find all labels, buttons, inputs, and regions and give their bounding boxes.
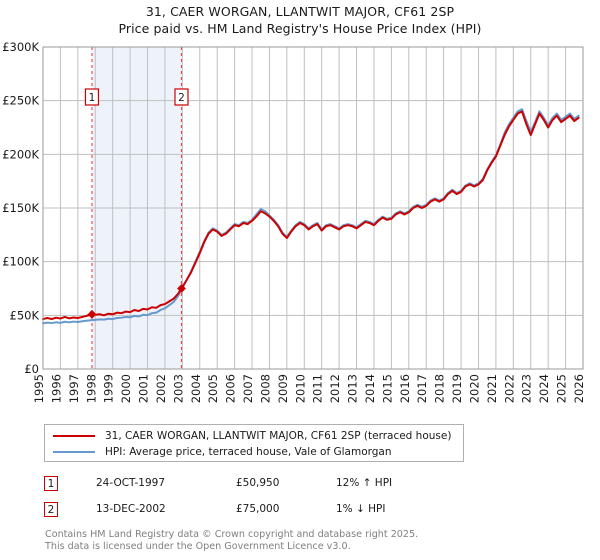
transaction-hpi-delta: 1% ↓ HPI <box>336 503 386 515</box>
transaction-index-badge: 2 <box>44 501 58 517</box>
svg-text:2026: 2026 <box>572 374 586 403</box>
svg-text:2001: 2001 <box>137 374 151 403</box>
footer-line-licence: This data is licensed under the Open Gov… <box>45 540 351 552</box>
svg-text:2010: 2010 <box>293 374 307 403</box>
transaction-index-badge: 1 <box>44 475 58 491</box>
transaction-date: 24-OCT-1997 <box>96 477 165 489</box>
svg-text:2025: 2025 <box>555 374 569 403</box>
svg-text:2000: 2000 <box>119 374 133 403</box>
svg-text:2018: 2018 <box>433 374 447 403</box>
svg-text:1995: 1995 <box>32 374 46 403</box>
svg-text:£150K: £150K <box>2 201 39 215</box>
transaction-price: £50,950 <box>236 477 280 489</box>
svg-text:2005: 2005 <box>206 374 220 403</box>
svg-text:2021: 2021 <box>485 374 499 403</box>
svg-text:2019: 2019 <box>450 374 464 403</box>
chart-title-block: 31, CAER WORGAN, LLANTWIT MAJOR, CF61 2S… <box>0 3 600 37</box>
x-axis-tick-labels: 1995 1996 1997 1998 1999 2000 2001 2002 2003 2004… <box>32 374 586 403</box>
price-history-chart: £0 £50K £100K £150K £200K £250K £300K 1995 1996… <box>2 40 586 403</box>
svg-text:2022: 2022 <box>502 374 516 403</box>
chart-axes <box>42 46 584 370</box>
svg-text:£200K: £200K <box>2 147 39 161</box>
svg-text:2: 2 <box>178 92 185 104</box>
chart-canvas: £0 £50K £100K £150K £200K £250K £300K 1995 1996… <box>2 40 586 403</box>
svg-text:2014: 2014 <box>363 374 377 403</box>
svg-text:1: 1 <box>89 92 96 104</box>
svg-text:2012: 2012 <box>328 374 342 403</box>
svg-text:2002: 2002 <box>154 374 168 403</box>
legend-item-hpi: HPI: Average price, terraced house, Vale… <box>45 444 463 460</box>
transactions-table: 1 24-OCT-1997 £50,950 12% ↑ HPI 2 13-DEC… <box>44 470 474 522</box>
table-row[interactable]: 1 24-OCT-1997 £50,950 12% ↑ HPI <box>44 470 474 496</box>
svg-text:£250K: £250K <box>2 94 39 108</box>
svg-text:1997: 1997 <box>67 374 81 403</box>
svg-text:2006: 2006 <box>224 374 238 403</box>
svg-text:2016: 2016 <box>398 374 412 403</box>
svg-text:2013: 2013 <box>346 374 360 403</box>
svg-text:2004: 2004 <box>189 374 203 403</box>
legend-swatch-blue-icon <box>53 451 95 453</box>
y-axis-tick-labels: £0 £50K £100K £150K £200K £250K £300K <box>2 40 39 376</box>
legend-item-property: 31, CAER WORGAN, LLANTWIT MAJOR, CF61 2S… <box>45 428 463 444</box>
page-subtitle: Price paid vs. HM Land Registry's House … <box>118 21 482 36</box>
legend-swatch-red-icon <box>53 435 95 437</box>
transaction-date: 13-DEC-2002 <box>96 503 166 515</box>
transaction-price: £75,000 <box>236 503 280 515</box>
svg-text:2015: 2015 <box>380 374 394 403</box>
svg-text:1999: 1999 <box>102 374 116 403</box>
transaction-hpi-delta: 12% ↑ HPI <box>336 477 393 489</box>
svg-text:2011: 2011 <box>311 374 325 403</box>
svg-text:2008: 2008 <box>258 374 272 403</box>
svg-text:2023: 2023 <box>520 374 534 403</box>
svg-text:2017: 2017 <box>415 374 429 403</box>
copyright-footer: Contains HM Land Registry data © Crown c… <box>45 529 585 552</box>
svg-text:£0: £0 <box>24 362 39 376</box>
svg-text:£300K: £300K <box>2 40 39 54</box>
legend-label-hpi: HPI: Average price, terraced house, Vale… <box>105 445 392 458</box>
svg-text:2003: 2003 <box>171 374 185 403</box>
table-row[interactable]: 2 13-DEC-2002 £75,000 1% ↓ HPI <box>44 496 474 522</box>
sale-point-markers <box>87 284 186 319</box>
svg-text:1996: 1996 <box>49 374 63 403</box>
svg-text:2020: 2020 <box>467 374 481 403</box>
svg-text:1998: 1998 <box>84 374 98 403</box>
svg-text:£100K: £100K <box>2 255 39 269</box>
svg-text:£50K: £50K <box>10 308 40 322</box>
chart-series-group <box>42 108 580 325</box>
svg-text:2009: 2009 <box>276 374 290 403</box>
svg-text:2007: 2007 <box>241 374 255 403</box>
page-title: 31, CAER WORGAN, LLANTWIT MAJOR, CF61 2S… <box>145 4 455 19</box>
legend-label-property: 31, CAER WORGAN, LLANTWIT MAJOR, CF61 2S… <box>105 429 452 442</box>
footer-line-copyright: Contains HM Land Registry data © Crown c… <box>45 529 419 540</box>
svg-text:2024: 2024 <box>537 374 551 403</box>
chart-legend: 31, CAER WORGAN, LLANTWIT MAJOR, CF61 2S… <box>44 424 464 462</box>
